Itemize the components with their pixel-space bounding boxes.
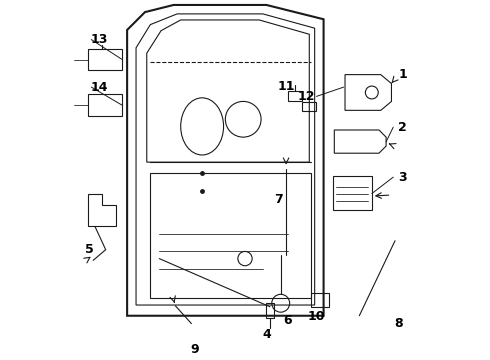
Text: 12: 12 — [298, 90, 315, 103]
Text: 6: 6 — [283, 314, 292, 327]
Text: 3: 3 — [398, 171, 407, 184]
Text: 4: 4 — [263, 328, 271, 341]
Text: 11: 11 — [278, 80, 295, 93]
Text: 1: 1 — [398, 68, 407, 81]
Text: 13: 13 — [91, 33, 108, 46]
Text: 8: 8 — [394, 317, 403, 330]
Text: 9: 9 — [191, 343, 199, 356]
Text: 5: 5 — [85, 243, 94, 256]
Text: 14: 14 — [91, 81, 108, 94]
Text: 2: 2 — [398, 121, 407, 134]
Text: 7: 7 — [274, 193, 283, 206]
Text: 10: 10 — [308, 310, 325, 323]
